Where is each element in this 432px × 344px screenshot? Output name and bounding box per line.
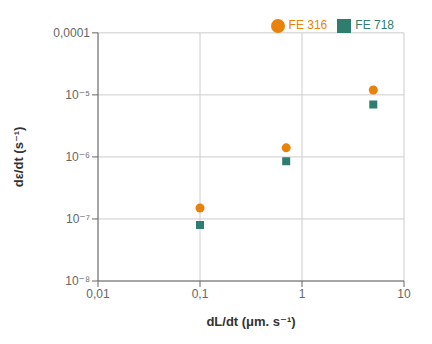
svg-text:10⁻⁸: 10⁻⁸ [65, 274, 90, 288]
svg-text:1: 1 [299, 287, 306, 301]
svg-text:0,1: 0,1 [192, 287, 209, 301]
svg-text:dL/dt (μm. s⁻¹): dL/dt (μm. s⁻¹) [206, 314, 295, 329]
svg-text:10⁻⁵: 10⁻⁵ [65, 88, 90, 102]
svg-text:0,01: 0,01 [86, 287, 110, 301]
html-text:FE 718: FE 718 [355, 18, 394, 32]
svg-text:10⁻⁷: 10⁻⁷ [66, 212, 90, 226]
svg-text:0,0001: 0,0001 [53, 26, 90, 40]
svg-text:dε/dt (s⁻¹): dε/dt (s⁻¹) [11, 127, 26, 188]
html-text:FE 316: FE 316 [288, 18, 328, 32]
svg-text:10: 10 [397, 287, 411, 301]
svg-text:10⁻⁶: 10⁻⁶ [65, 150, 90, 164]
